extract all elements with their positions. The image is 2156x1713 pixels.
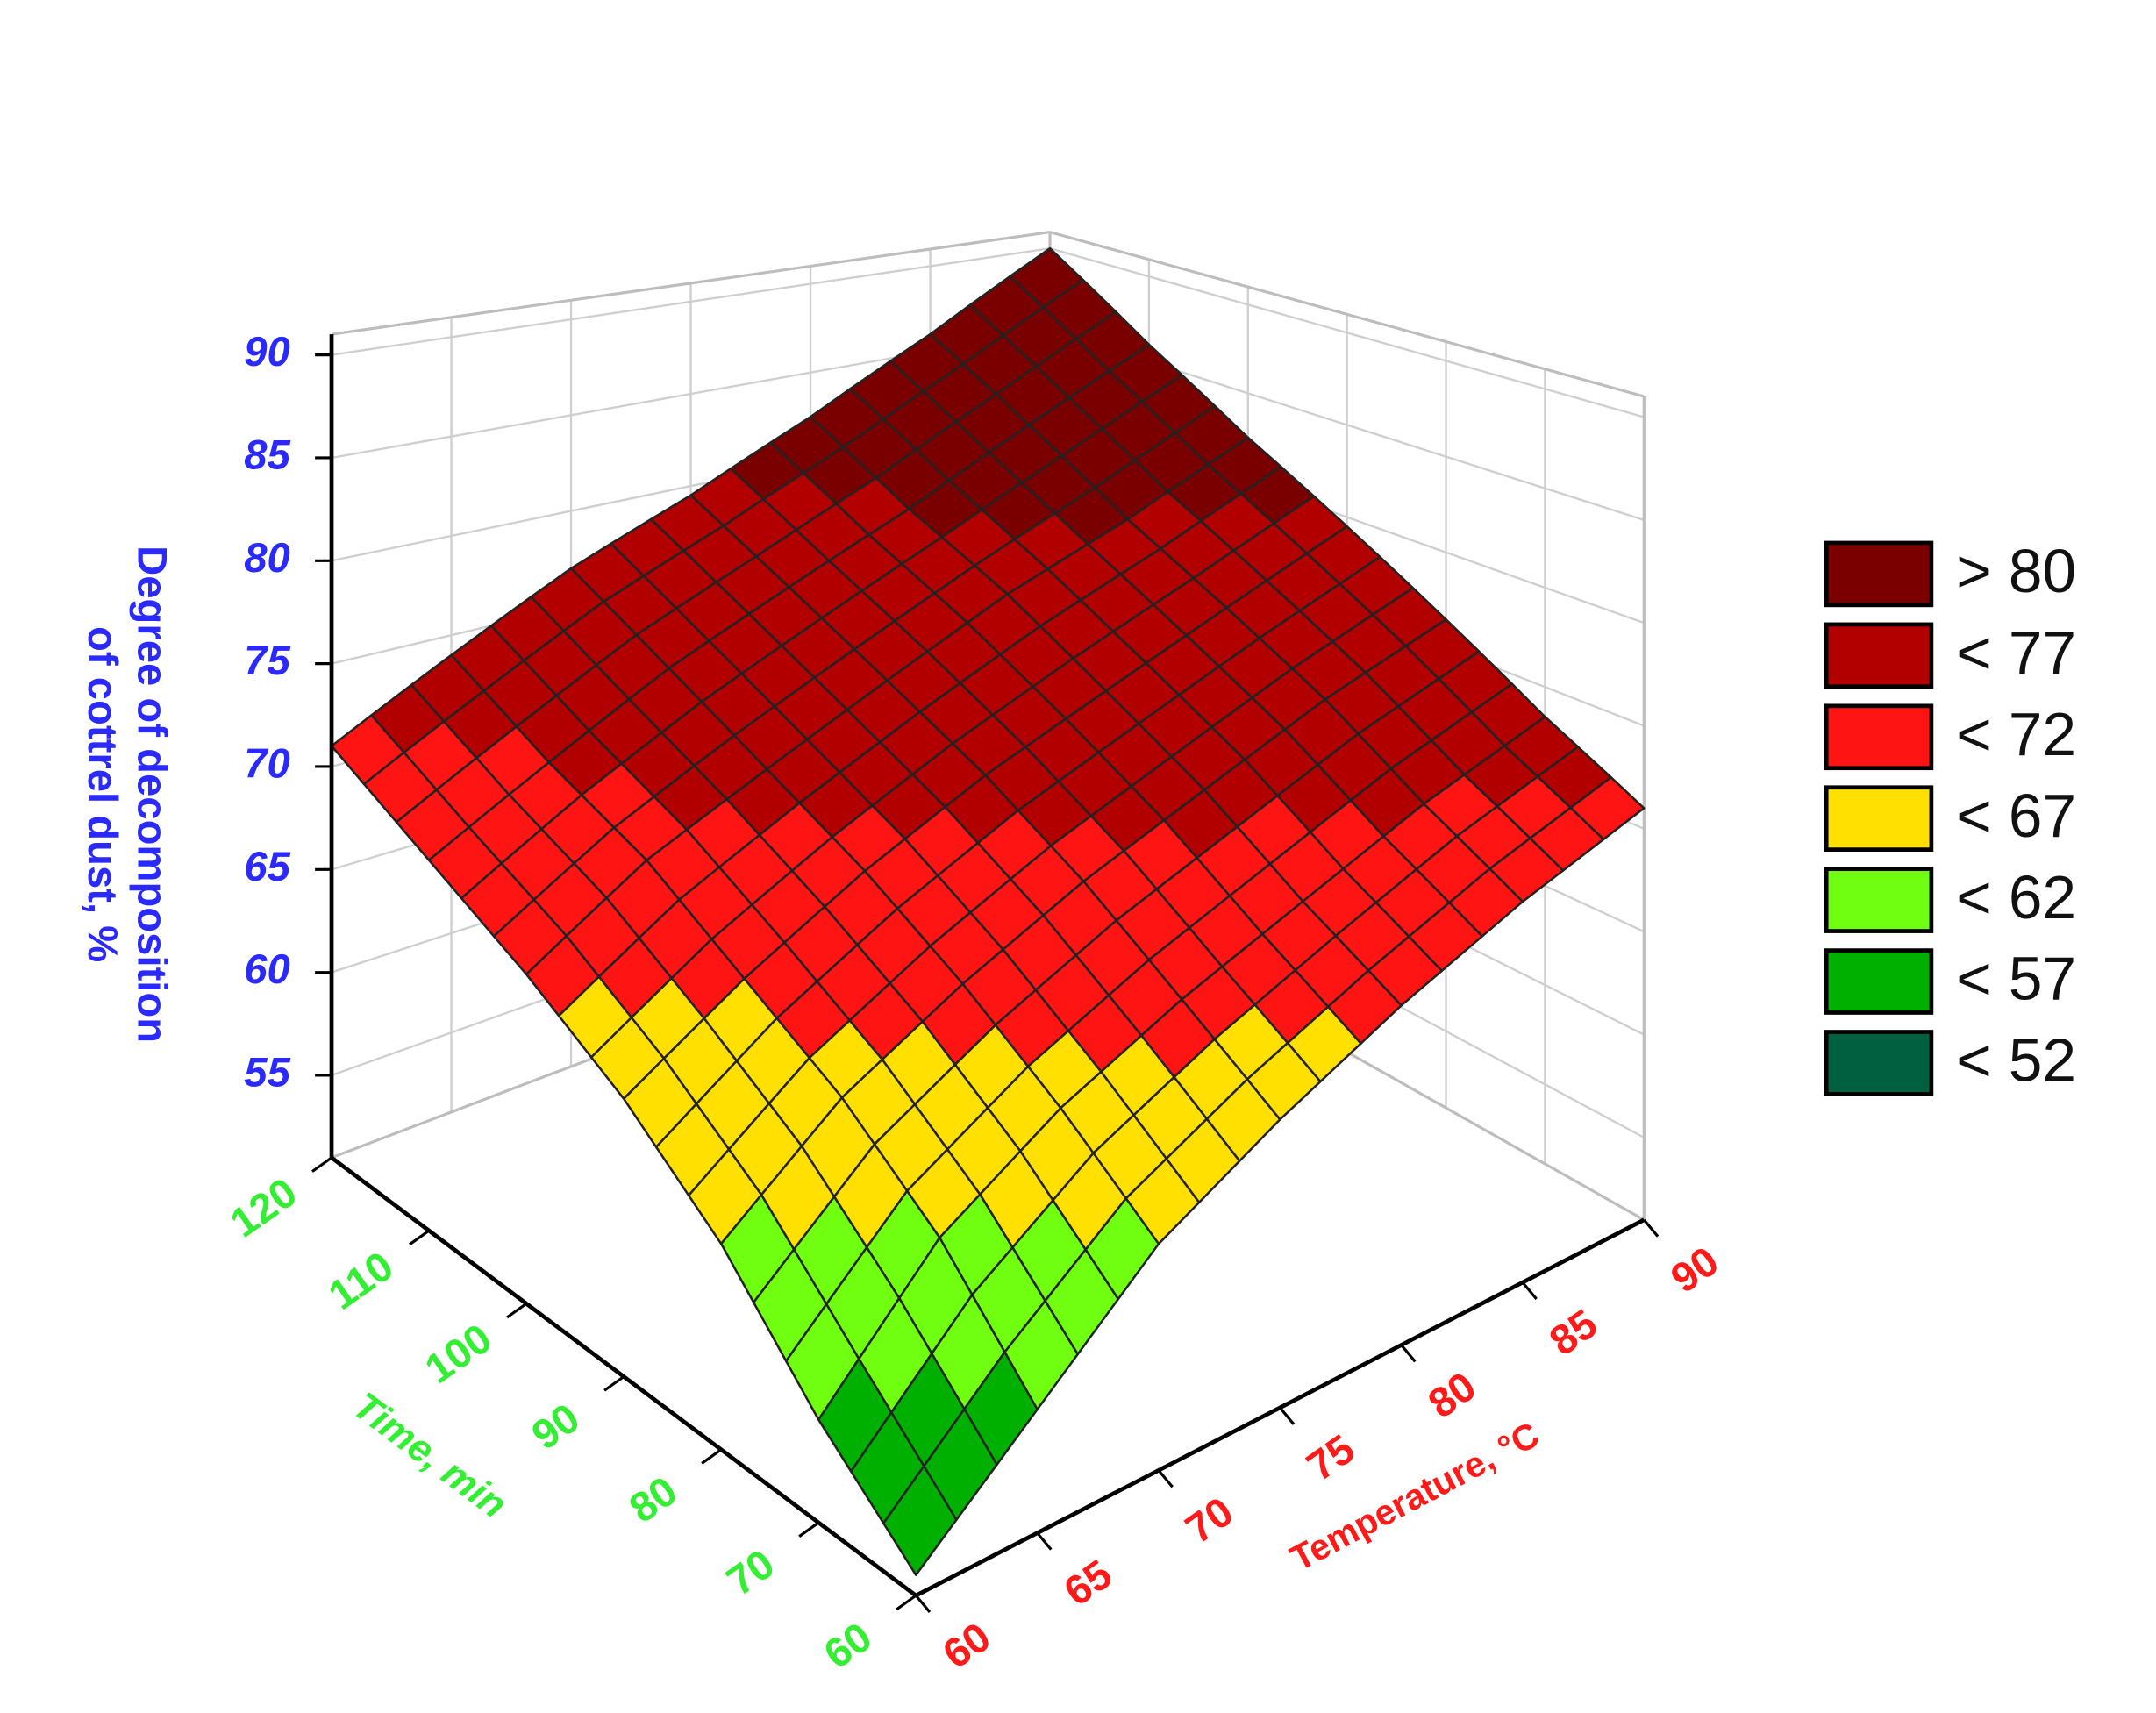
y-tick-label: 80	[621, 1467, 685, 1532]
x-tick	[1521, 1281, 1538, 1301]
x-tick-label: 65	[1056, 1551, 1120, 1616]
z-tick-label: 90	[244, 329, 290, 375]
x-tick-label: 80	[1420, 1363, 1484, 1428]
y-tick	[896, 1594, 917, 1611]
y-tick-label: 110	[320, 1243, 402, 1319]
z-tick-label: 85	[244, 432, 290, 478]
y-tick	[409, 1229, 430, 1246]
z-tick-label: 60	[244, 946, 290, 993]
x-tick-label: 70	[1177, 1488, 1241, 1553]
y-tick-label: 90	[524, 1395, 588, 1460]
x-tick	[1157, 1469, 1174, 1488]
y-tick	[311, 1156, 332, 1173]
z-tick-label: 70	[244, 740, 290, 787]
z-tick-label: 55	[244, 1049, 290, 1096]
x-tick	[1643, 1218, 1660, 1238]
box-edge	[331, 231, 1051, 336]
x-tick	[1400, 1344, 1417, 1363]
box-edge	[1049, 231, 1645, 398]
x-tick-label: 90	[1663, 1238, 1727, 1303]
legend-swatch	[1824, 1030, 1934, 1096]
legend-swatch	[1824, 948, 1934, 1015]
z-tick-label: 65	[244, 844, 290, 890]
legend-label: < 72	[1956, 700, 2076, 768]
x-tick-label: 85	[1541, 1301, 1605, 1366]
legend-swatch	[1824, 540, 1934, 608]
y-tick-label: 120	[222, 1169, 305, 1247]
legend-label: < 57	[1956, 945, 2076, 1013]
legend-label: < 52	[1956, 1026, 2076, 1095]
legend-swatch	[1824, 622, 1934, 689]
surface-patch	[882, 1465, 958, 1576]
legend-label: < 67	[1956, 782, 2076, 850]
x-tick-label: 75	[1299, 1426, 1363, 1491]
z-tick-label: 75	[244, 638, 290, 684]
y-tick-label: 70	[718, 1541, 782, 1606]
legend-swatch	[1824, 703, 1934, 771]
legend-label: > 80	[1956, 537, 2076, 605]
y-tick	[603, 1375, 625, 1392]
legend-swatch	[1824, 785, 1934, 852]
legend-label: < 77	[1956, 618, 2076, 687]
legend-label: < 62	[1956, 863, 2076, 931]
z-axis-title: Degree of decomposition	[129, 546, 175, 1043]
z-tick-label: 80	[244, 535, 290, 582]
x-tick	[1279, 1406, 1296, 1425]
y-axis-title: Time, min	[345, 1384, 514, 1527]
y-tick	[798, 1521, 820, 1538]
x-tick	[915, 1595, 932, 1614]
x-tick	[1036, 1531, 1053, 1551]
y-tick	[701, 1448, 723, 1465]
x-tick-label: 60	[935, 1614, 999, 1679]
legend-swatch	[1824, 867, 1934, 933]
y-tick-label: 100	[417, 1315, 500, 1393]
y-tick-label: 60	[816, 1614, 880, 1679]
y-tick	[506, 1302, 528, 1319]
z-axis-title: of cottrel dust, %	[79, 626, 125, 962]
